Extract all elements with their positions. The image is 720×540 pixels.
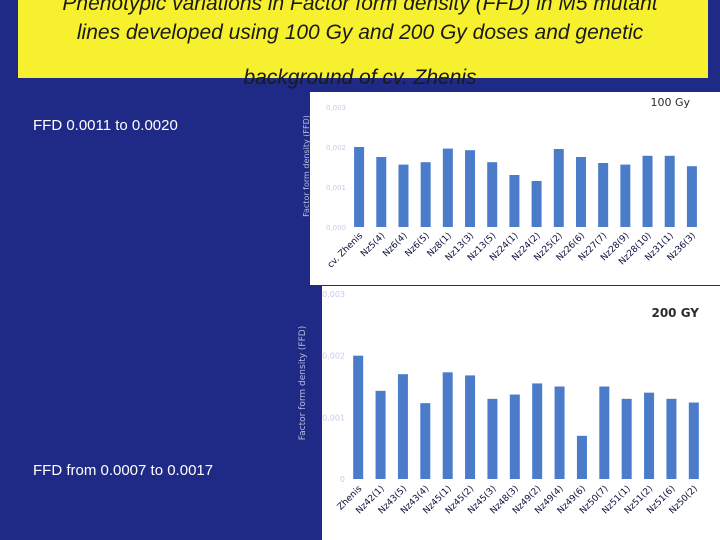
chart2-bar (442, 372, 453, 479)
ffd-range-200gy: FFD from 0.0007 to 0.0017 (33, 462, 214, 479)
chart1-bar (442, 148, 453, 227)
chart1-bar (487, 162, 498, 227)
chart1-bar (575, 157, 586, 227)
chart2-bar (397, 374, 408, 479)
chart1-y-tick-label: 0,000 (326, 224, 346, 232)
chart1-bar (509, 175, 520, 227)
ffd-range-100gy: FFD 0.0011 to 0.0020 (33, 117, 178, 134)
chart2-y-tick-label: 0 (340, 475, 345, 484)
chart1-bar (376, 157, 387, 227)
chart2-bar (599, 386, 610, 479)
chart2-bar (666, 398, 677, 479)
chart1-bar (398, 164, 409, 227)
chart2-bar (465, 375, 476, 479)
chart2-y-tick-label: 0,003 (322, 290, 345, 299)
chart1-y-axis-label: Factor form density (FFD) (302, 115, 311, 217)
chart2-bar (554, 386, 565, 479)
chart2-y-axis-label: Factor form density (FFD) (298, 326, 308, 440)
chart2-bar (353, 355, 364, 479)
chart2-bar (375, 390, 386, 479)
chart1-y-tick-label: 0,002 (326, 144, 346, 152)
chart2-y-tick-label: 0,002 (322, 352, 345, 361)
chart2-bar (688, 402, 699, 479)
chart1-bar (420, 162, 431, 227)
chart1-bar (531, 181, 542, 227)
chart2-y-tick-label: 0,001 (322, 413, 345, 422)
chart1-y-tick-label: 0,001 (326, 184, 346, 192)
chart1-bar (620, 164, 631, 227)
chart2-bar (532, 383, 543, 479)
slide-title-line-1: Phenotypic variations in Factor form den… (62, 0, 658, 15)
chart1-y-tick-label: 0,003 (326, 104, 346, 112)
chart2-bar (621, 398, 632, 479)
chart1-bar (465, 150, 476, 227)
chart1-bar (553, 149, 564, 227)
chart2-bar (420, 403, 431, 479)
chart2-title: 200 GY (651, 306, 699, 320)
chart2-bar (509, 394, 520, 479)
chart1-bar (686, 166, 697, 227)
chart1-bar (642, 155, 653, 227)
chart2-bar (576, 435, 587, 479)
chart2-bar (644, 392, 655, 479)
slide-title-line-2: lines developed using 100 Gy and 200 Gy … (76, 21, 644, 44)
title-banner (18, 0, 708, 78)
chart2-bar (487, 398, 498, 479)
chart1-bar (354, 147, 365, 227)
slide-title-line-3: background of cv. Zhenis (243, 66, 477, 89)
chart1-bar (598, 163, 609, 227)
chart1-bar (664, 155, 675, 227)
chart1-title: 100 Gy (650, 96, 690, 109)
